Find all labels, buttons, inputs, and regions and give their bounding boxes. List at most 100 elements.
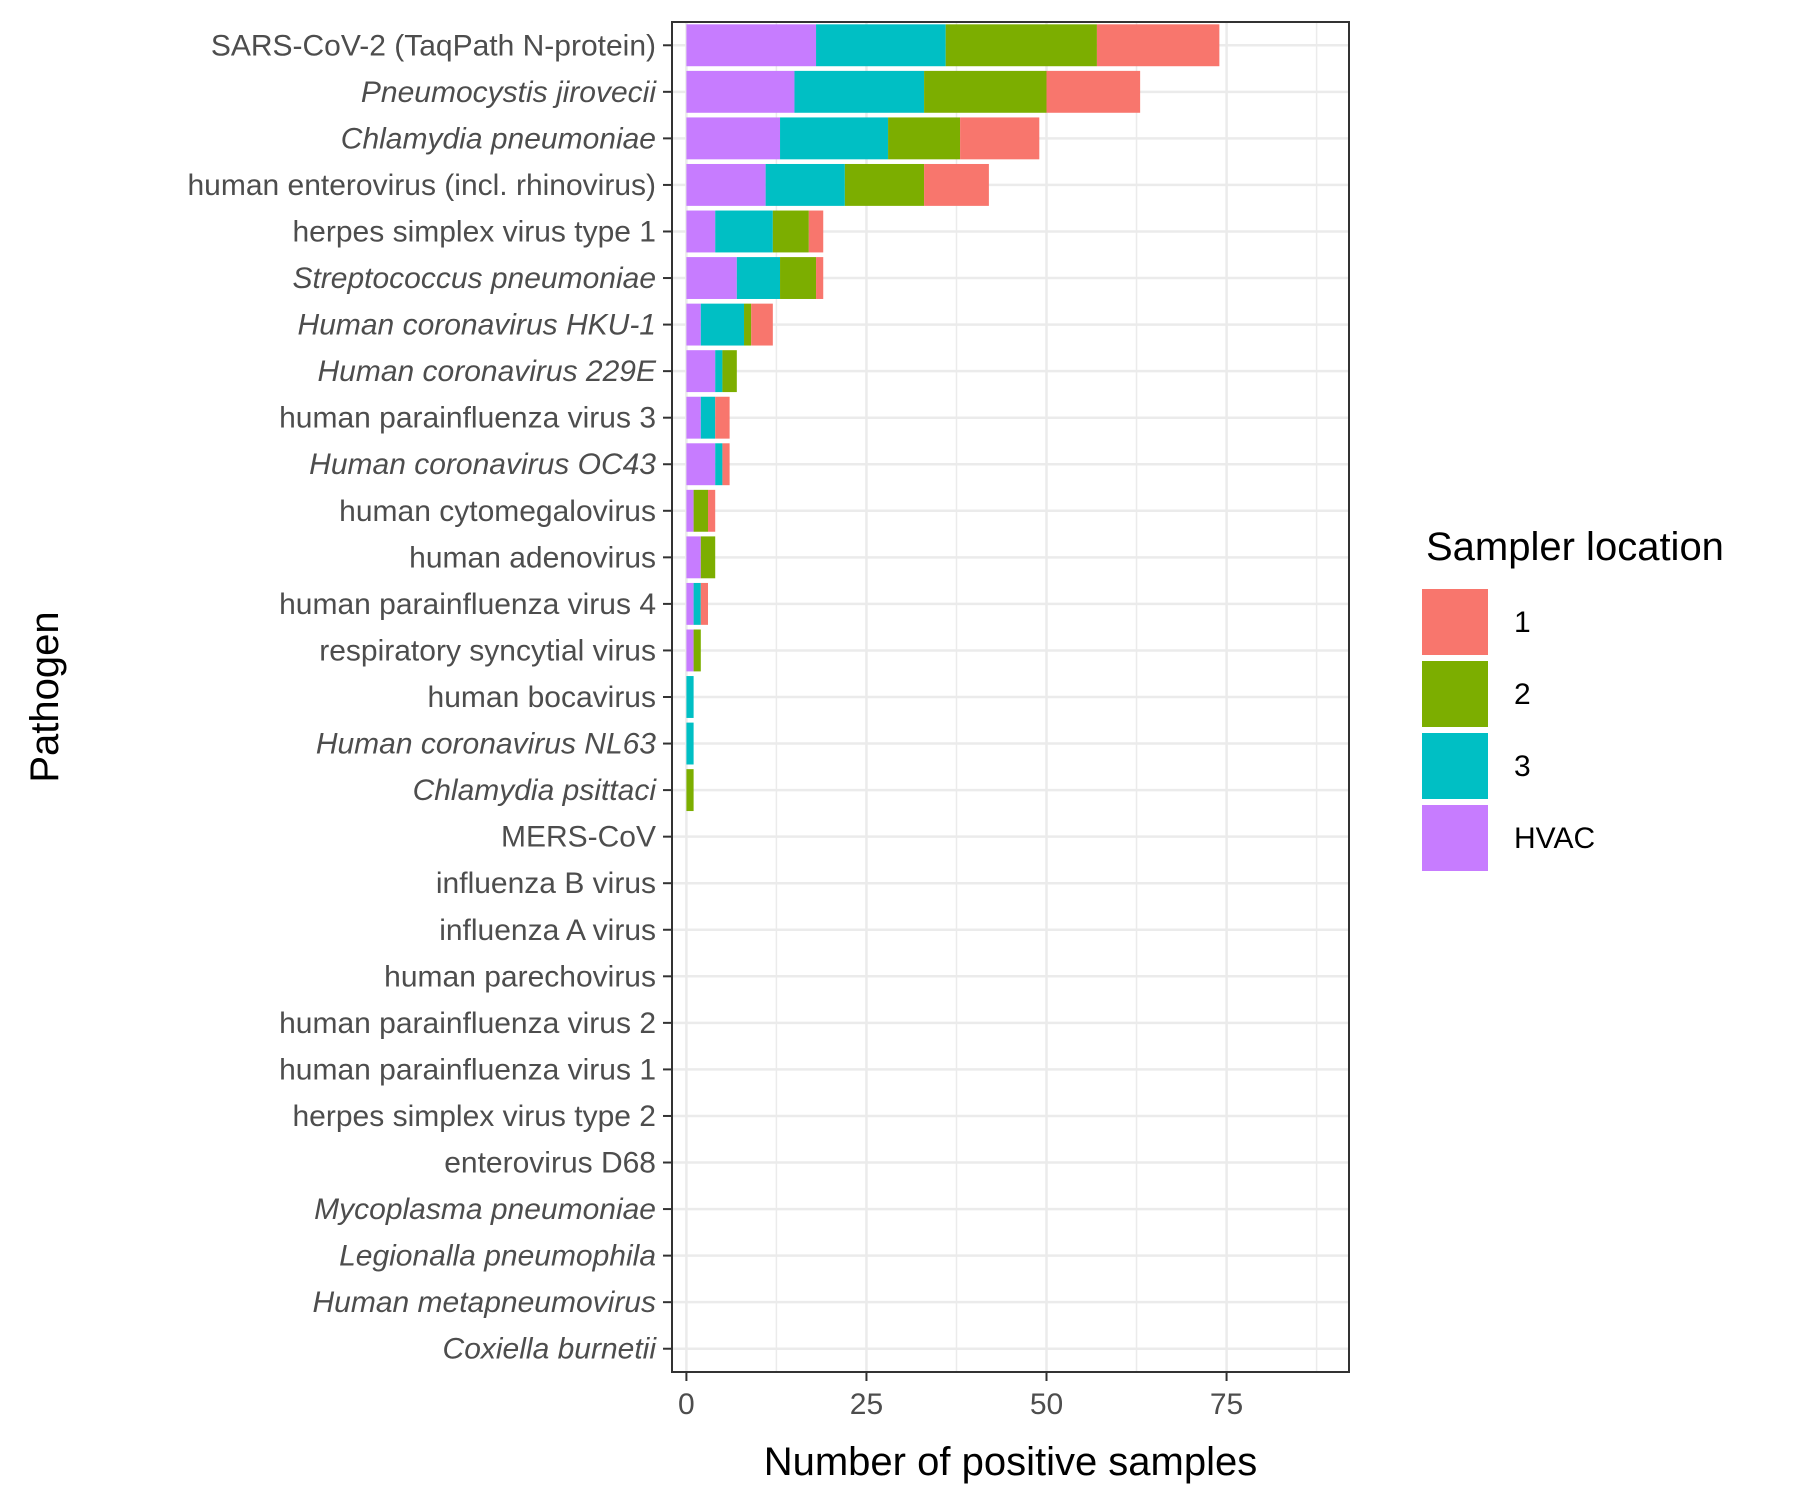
y-tick-label: influenza B virus xyxy=(436,867,656,900)
bar-segment xyxy=(686,396,701,439)
y-tick-label: influenza A virus xyxy=(439,914,656,947)
bar-segment xyxy=(751,303,773,346)
legend-label: 1 xyxy=(1514,606,1531,639)
x-axis-title: Number of positive samples xyxy=(764,1440,1258,1484)
bar-segment xyxy=(700,303,745,346)
legend-swatch xyxy=(1422,733,1488,799)
bar-segment xyxy=(686,117,781,160)
y-tick-label: human parainfluenza virus 4 xyxy=(279,588,656,621)
bar-segment xyxy=(945,24,1097,67)
bar-segment xyxy=(686,676,694,718)
bar-segment xyxy=(693,489,709,532)
bar-segment xyxy=(715,210,773,253)
bar-segment xyxy=(715,443,723,486)
bar-segment xyxy=(693,629,701,672)
bar-segment xyxy=(780,257,817,299)
legend-label: 3 xyxy=(1514,750,1531,783)
bar-segment xyxy=(686,629,694,672)
x-tick-label: 50 xyxy=(1030,1388,1063,1421)
bar-segment xyxy=(794,70,925,113)
y-tick-label: Mycoplasma pneumoniae xyxy=(314,1193,656,1226)
bar-segment xyxy=(736,257,781,299)
bar-segment xyxy=(700,396,716,439)
bar-segment xyxy=(686,257,737,299)
y-tick-label: Human coronavirus 229E xyxy=(317,355,657,388)
bar-segment xyxy=(686,350,716,393)
y-tick-label: human enterovirus (incl. rhinovirus) xyxy=(187,169,656,202)
y-tick-label: human parainfluenza virus 2 xyxy=(279,1007,656,1040)
y-tick-label: human parechovirus xyxy=(384,960,656,993)
y-axis-title: Pathogen xyxy=(23,611,67,782)
y-tick-label: human bocavirus xyxy=(428,681,656,714)
bar-segment xyxy=(1096,24,1220,67)
bar-segment xyxy=(700,536,716,579)
bar-segment xyxy=(924,70,1047,113)
bar-segment xyxy=(686,722,694,765)
bar-segment xyxy=(686,163,766,206)
legend-items: 1 2 3 HVAC xyxy=(1422,589,1595,871)
bar-segment xyxy=(960,117,1040,160)
y-tick-label: herpes simplex virus type 2 xyxy=(293,1100,657,1133)
bar-segment xyxy=(686,70,795,113)
y-tick-label: MERS-CoV xyxy=(501,821,656,854)
bar-segment xyxy=(693,582,701,625)
bar-segment xyxy=(686,443,716,486)
y-tick-label: Chlamydia pneumoniae xyxy=(341,122,656,155)
bar-segment xyxy=(686,210,716,253)
legend-label: HVAC xyxy=(1514,822,1595,855)
bar-segment xyxy=(924,163,989,206)
bar-segment xyxy=(708,489,716,532)
bar-segment xyxy=(715,350,723,393)
y-tick-label: Human coronavirus OC43 xyxy=(309,448,656,481)
bars-layer xyxy=(686,24,1220,812)
legend-label: 2 xyxy=(1514,678,1531,711)
bar-segment xyxy=(686,582,694,625)
legend-swatch xyxy=(1422,661,1488,727)
bar-segment xyxy=(888,117,961,160)
legend-title: Sampler location xyxy=(1426,525,1724,569)
bar-segment xyxy=(722,350,737,393)
y-tick-label: Human coronavirus NL63 xyxy=(316,728,656,761)
bar-segment xyxy=(686,769,694,812)
bar-segment xyxy=(686,489,694,532)
y-axis: SARS-CoV-2 (TaqPath N-protein) Pneumocyst… xyxy=(187,29,672,1366)
y-tick-label: Coxiella burnetii xyxy=(443,1333,658,1366)
y-tick-label: herpes simplex virus type 1 xyxy=(293,215,657,248)
legend-swatch xyxy=(1422,805,1488,871)
y-tick-label: respiratory syncytial virus xyxy=(319,634,656,667)
y-tick-label: human adenovirus xyxy=(409,541,656,574)
bar-segment xyxy=(816,257,824,299)
bar-segment xyxy=(700,582,709,625)
legend: Sampler location 1 2 3 HVAC xyxy=(1422,525,1724,871)
bar-segment xyxy=(744,303,752,346)
bar-segment xyxy=(686,24,817,67)
bar-segment xyxy=(772,210,809,253)
bar-segment xyxy=(780,117,889,160)
bar-segment xyxy=(722,443,730,486)
x-tick-label: 25 xyxy=(850,1388,883,1421)
bar-segment xyxy=(715,396,730,439)
y-tick-label: Chlamydia psittaci xyxy=(413,774,658,807)
x-tick-label: 75 xyxy=(1210,1388,1243,1421)
y-tick-label: human parainfluenza virus 3 xyxy=(279,402,656,435)
bar-segment xyxy=(816,24,946,67)
y-tick-label: Pneumocystis jirovecii xyxy=(361,76,657,109)
x-tick-label: 0 xyxy=(678,1388,695,1421)
legend-swatch xyxy=(1422,589,1488,655)
x-axis: 0 25 50 75 xyxy=(678,1372,1243,1421)
y-tick-label: Human coronavirus HKU-1 xyxy=(298,309,656,342)
y-tick-label: SARS-CoV-2 (TaqPath N-protein) xyxy=(211,29,656,62)
bar-segment xyxy=(686,303,701,346)
y-tick-label: human parainfluenza virus 1 xyxy=(279,1053,656,1086)
bar-segment xyxy=(765,163,845,206)
y-tick-label: enterovirus D68 xyxy=(444,1147,656,1180)
y-tick-label: human cytomegalovirus xyxy=(339,495,656,528)
bar-segment xyxy=(844,163,925,206)
bar-segment xyxy=(1046,70,1141,113)
y-tick-label: Legionalla pneumophila xyxy=(339,1240,656,1273)
bar-segment xyxy=(686,536,701,579)
bar-segment xyxy=(808,210,824,253)
y-tick-label: Human metapneumovirus xyxy=(313,1286,657,1319)
